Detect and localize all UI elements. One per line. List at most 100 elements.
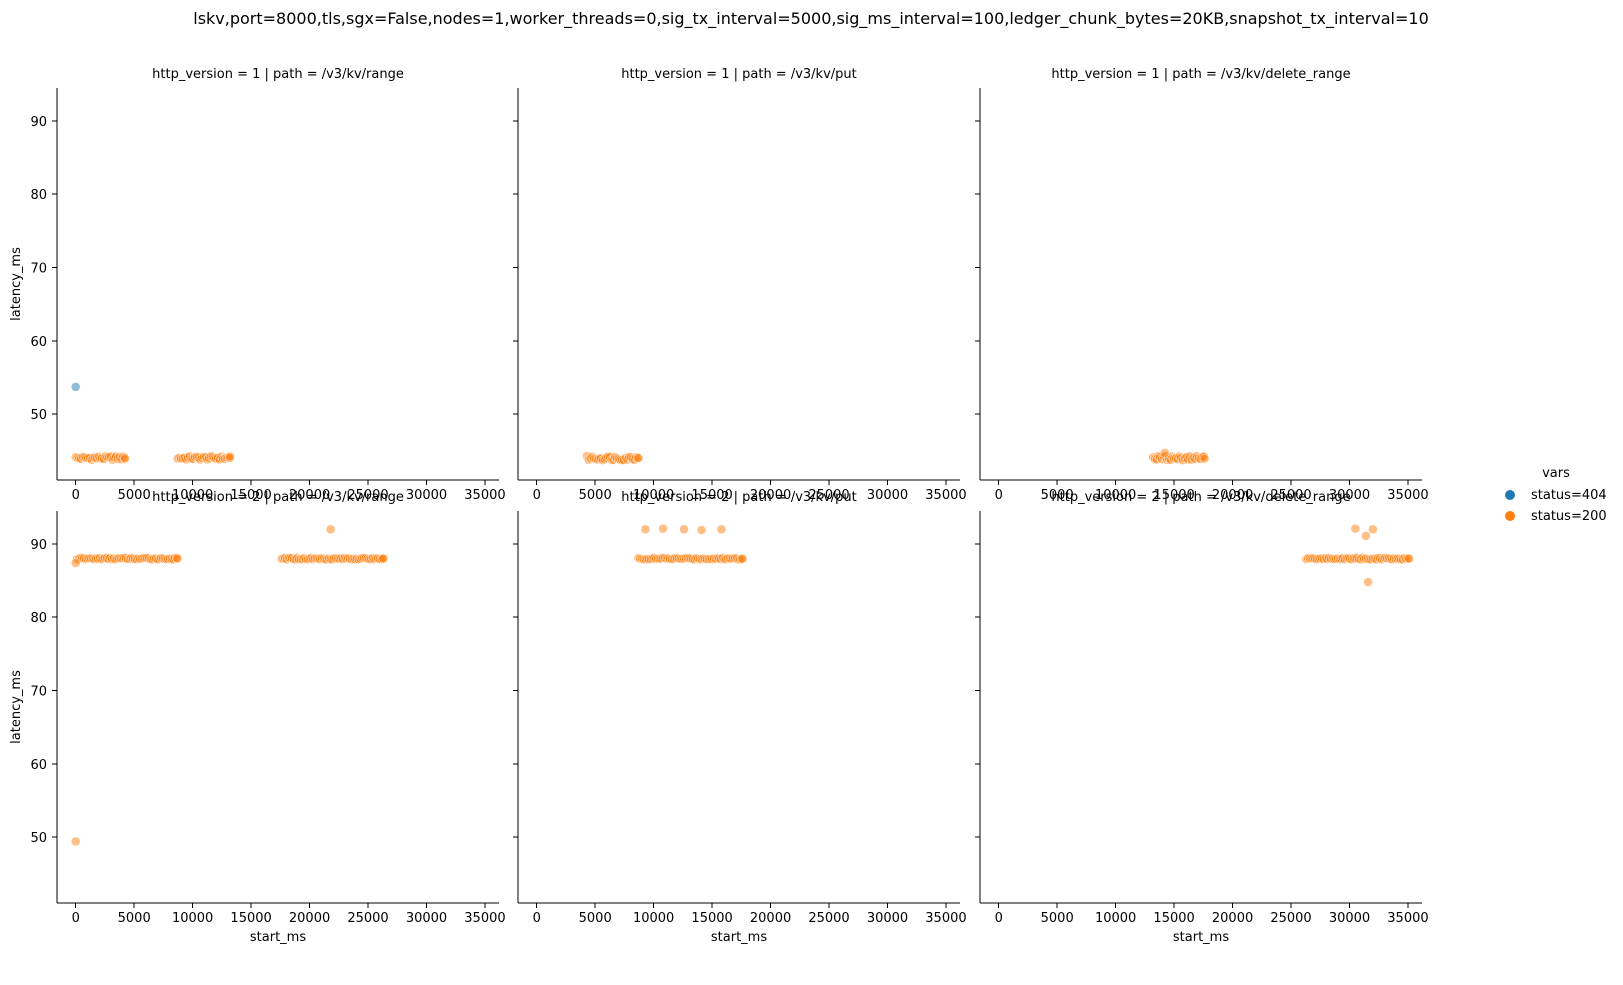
x-tick-label: 15000 [1153,911,1194,926]
panel-title: http_version = 1 | path = /v3/kv/range [152,67,404,82]
y-tick-label: 90 [30,538,47,553]
legend-title: vars [1542,466,1570,481]
y-tick-label: 80 [30,188,47,203]
x-tick-label: 25000 [1270,488,1311,503]
x-tick-label: 0 [533,488,541,503]
data-point [120,453,130,463]
x-tick-label: 30000 [1329,488,1370,503]
x-tick-label: 0 [995,488,1003,503]
data-point [225,451,235,462]
data-point [633,453,644,463]
x-axis-label: start_ms [711,930,767,945]
x-tick-label: 25000 [808,488,849,503]
x-tick-label: 25000 [808,911,849,926]
data-point [1199,454,1210,464]
facet-panel: http_version = 2 | path = /v3/kv/range 0 5… [9,490,506,945]
x-tick-label: 20000 [1212,488,1253,503]
x-tick-label: 15000 [691,911,732,926]
facet-panel: http_version = 2 | path = /v3/kv/delete_… [975,490,1429,945]
panel-title: http_version = 1 | path = /v3/kv/delete_… [1051,67,1350,82]
x-tick-label: 0 [533,911,541,926]
panel-title: http_version = 2 | path = /v3/kv/put [621,490,857,505]
data-point [1363,577,1373,587]
data-point [658,523,668,534]
x-tick-label: 20000 [750,911,791,926]
x-tick-label: 25000 [347,911,388,926]
x-tick-label: 30000 [1329,911,1370,926]
x-tick-label: 5000 [579,488,612,503]
data-point [325,524,336,535]
x-tick-label: 25000 [347,488,388,503]
data-point [1350,523,1361,534]
data-point [1368,524,1378,535]
x-tick-label: 20000 [1212,911,1253,926]
y-tick-label: 80 [30,611,47,626]
x-tick-label: 30000 [867,911,908,926]
data-point [70,382,81,392]
x-tick-label: 10000 [172,911,213,926]
data-point [70,836,81,847]
legend-label-status-200: status=200 [1531,509,1607,524]
x-tick-label: 0 [72,911,80,926]
x-tick-label: 35000 [925,911,966,926]
panel-title: http_version = 1 | path = /v3/kv/put [621,67,857,82]
y-tick-label: 50 [30,831,47,846]
x-tick-label: 5000 [1041,488,1074,503]
panel-title: http_version = 2 | path = /v3/kv/delete_… [1051,490,1350,505]
x-tick-label: 35000 [1387,911,1428,926]
data-point [716,524,727,535]
x-tick-label: 35000 [464,911,505,926]
x-tick-label: 10000 [1095,488,1136,503]
y-axis-label: latency_ms [9,670,24,744]
y-tick-label: 90 [30,115,47,130]
data-point [172,553,183,564]
x-tick-label: 35000 [464,488,505,503]
x-tick-label: 35000 [925,488,966,503]
facet-panels: http_version = 1 | path = /v3/kv/range 0 5… [9,67,1429,945]
data-point [70,558,81,568]
x-tick-label: 30000 [406,911,447,926]
x-tick-label: 10000 [1095,911,1136,926]
x-tick-label: 30000 [867,488,908,503]
x-tick-label: 10000 [633,488,674,503]
panel-title: http_version = 2 | path = /v3/kv/range [152,490,404,505]
legend: vars status=404 status=200 [1505,466,1607,524]
legend-marker-status-404 [1505,490,1515,500]
x-tick-label: 30000 [406,488,447,503]
x-tick-label: 15000 [230,911,271,926]
x-tick-label: 15000 [1153,488,1194,503]
x-tick-label: 35000 [1387,488,1428,503]
data-point [1404,553,1414,564]
x-tick-label: 5000 [1041,911,1074,926]
x-axis-label: start_ms [250,930,306,945]
x-axis-label: start_ms [1173,930,1229,945]
y-tick-label: 60 [30,758,47,773]
x-tick-label: 10000 [172,488,213,503]
y-axis-label: latency_ms [9,247,24,321]
x-tick-label: 20000 [289,488,330,503]
facet-panel: http_version = 1 | path = /v3/kv/delete_… [975,67,1429,503]
x-tick-label: 15000 [691,488,732,503]
data-point [1160,448,1170,458]
facet-panel: http_version = 1 | path = /v3/kv/range 0 5… [9,67,506,503]
y-tick-label: 70 [30,262,47,277]
figure-title: lskv,port=8000,tls,sgx=False,nodes=1,wor… [193,9,1429,29]
y-tick-label: 70 [30,685,47,700]
data-point [1361,531,1371,541]
x-tick-label: 25000 [1270,911,1311,926]
data-point [696,525,707,535]
data-point [737,553,748,564]
y-tick-label: 60 [30,335,47,350]
legend-label-status-404: status=404 [1531,488,1607,503]
x-tick-label: 10000 [633,911,674,926]
x-tick-label: 5000 [579,911,612,926]
facet-panel: http_version = 1 | path = /v3/kv/put 0 500… [513,67,967,503]
x-tick-label: 15000 [230,488,271,503]
x-tick-label: 0 [72,488,80,503]
x-tick-label: 5000 [118,488,151,503]
y-tick-label: 50 [30,408,47,423]
x-tick-label: 0 [995,911,1003,926]
x-tick-label: 20000 [289,911,330,926]
data-point [679,524,689,535]
